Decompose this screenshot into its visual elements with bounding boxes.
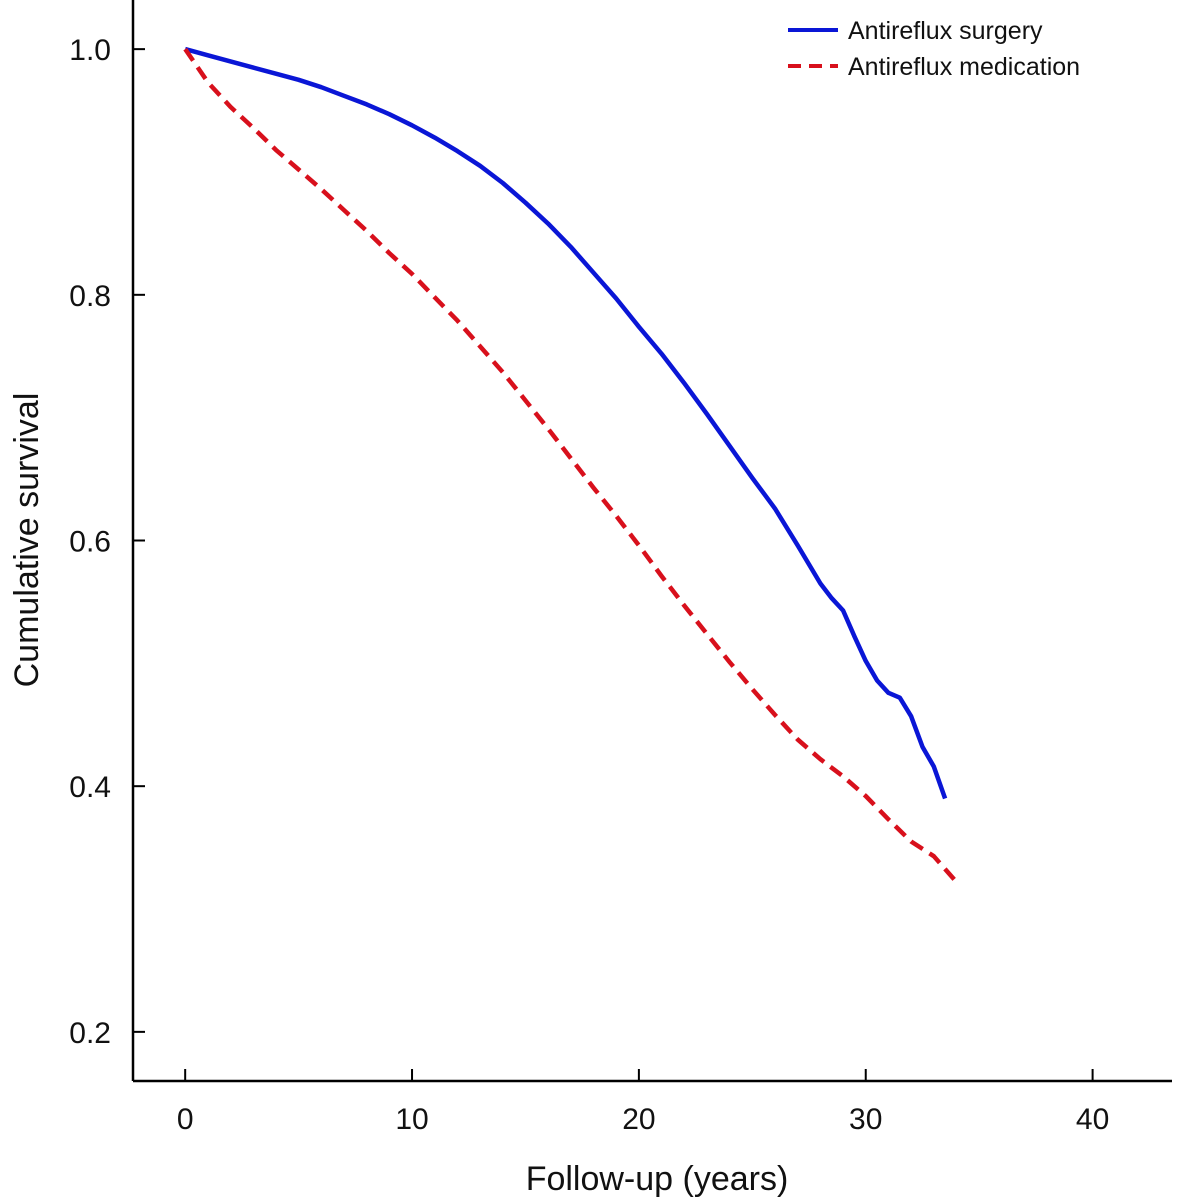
- x-tick-label: 30: [849, 1103, 882, 1136]
- series-layer: [183, 46, 959, 884]
- x-axis-ticks: 0 10 20 30 40: [177, 1069, 1109, 1136]
- x-axis-title: Follow-up (years): [526, 1160, 789, 1198]
- legend: Antireflux surgery Antireflux medication: [788, 17, 1080, 81]
- series-line-surgery: [184, 46, 948, 800]
- y-tick-label: 0.8: [69, 280, 111, 313]
- x-tick-label: 0: [177, 1103, 194, 1136]
- x-tick-label: 40: [1076, 1103, 1109, 1136]
- x-tick-label: 10: [395, 1103, 428, 1136]
- y-tick-label: 1.0: [69, 34, 111, 67]
- legend-label-medication: Antireflux medication: [848, 53, 1080, 81]
- y-tick-label: 0.6: [69, 526, 111, 559]
- y-axis-title: Cumulative survival: [8, 393, 46, 688]
- y-axis-ticks: 0.2 0.4 0.6 0.8 1.0: [69, 34, 145, 1050]
- legend-label-surgery: Antireflux surgery: [848, 17, 1043, 45]
- x-tick-label: 20: [622, 1103, 655, 1136]
- series-line-medication: [183, 47, 959, 884]
- y-tick-label: 0.4: [69, 771, 111, 804]
- y-tick-label: 0.2: [69, 1017, 111, 1050]
